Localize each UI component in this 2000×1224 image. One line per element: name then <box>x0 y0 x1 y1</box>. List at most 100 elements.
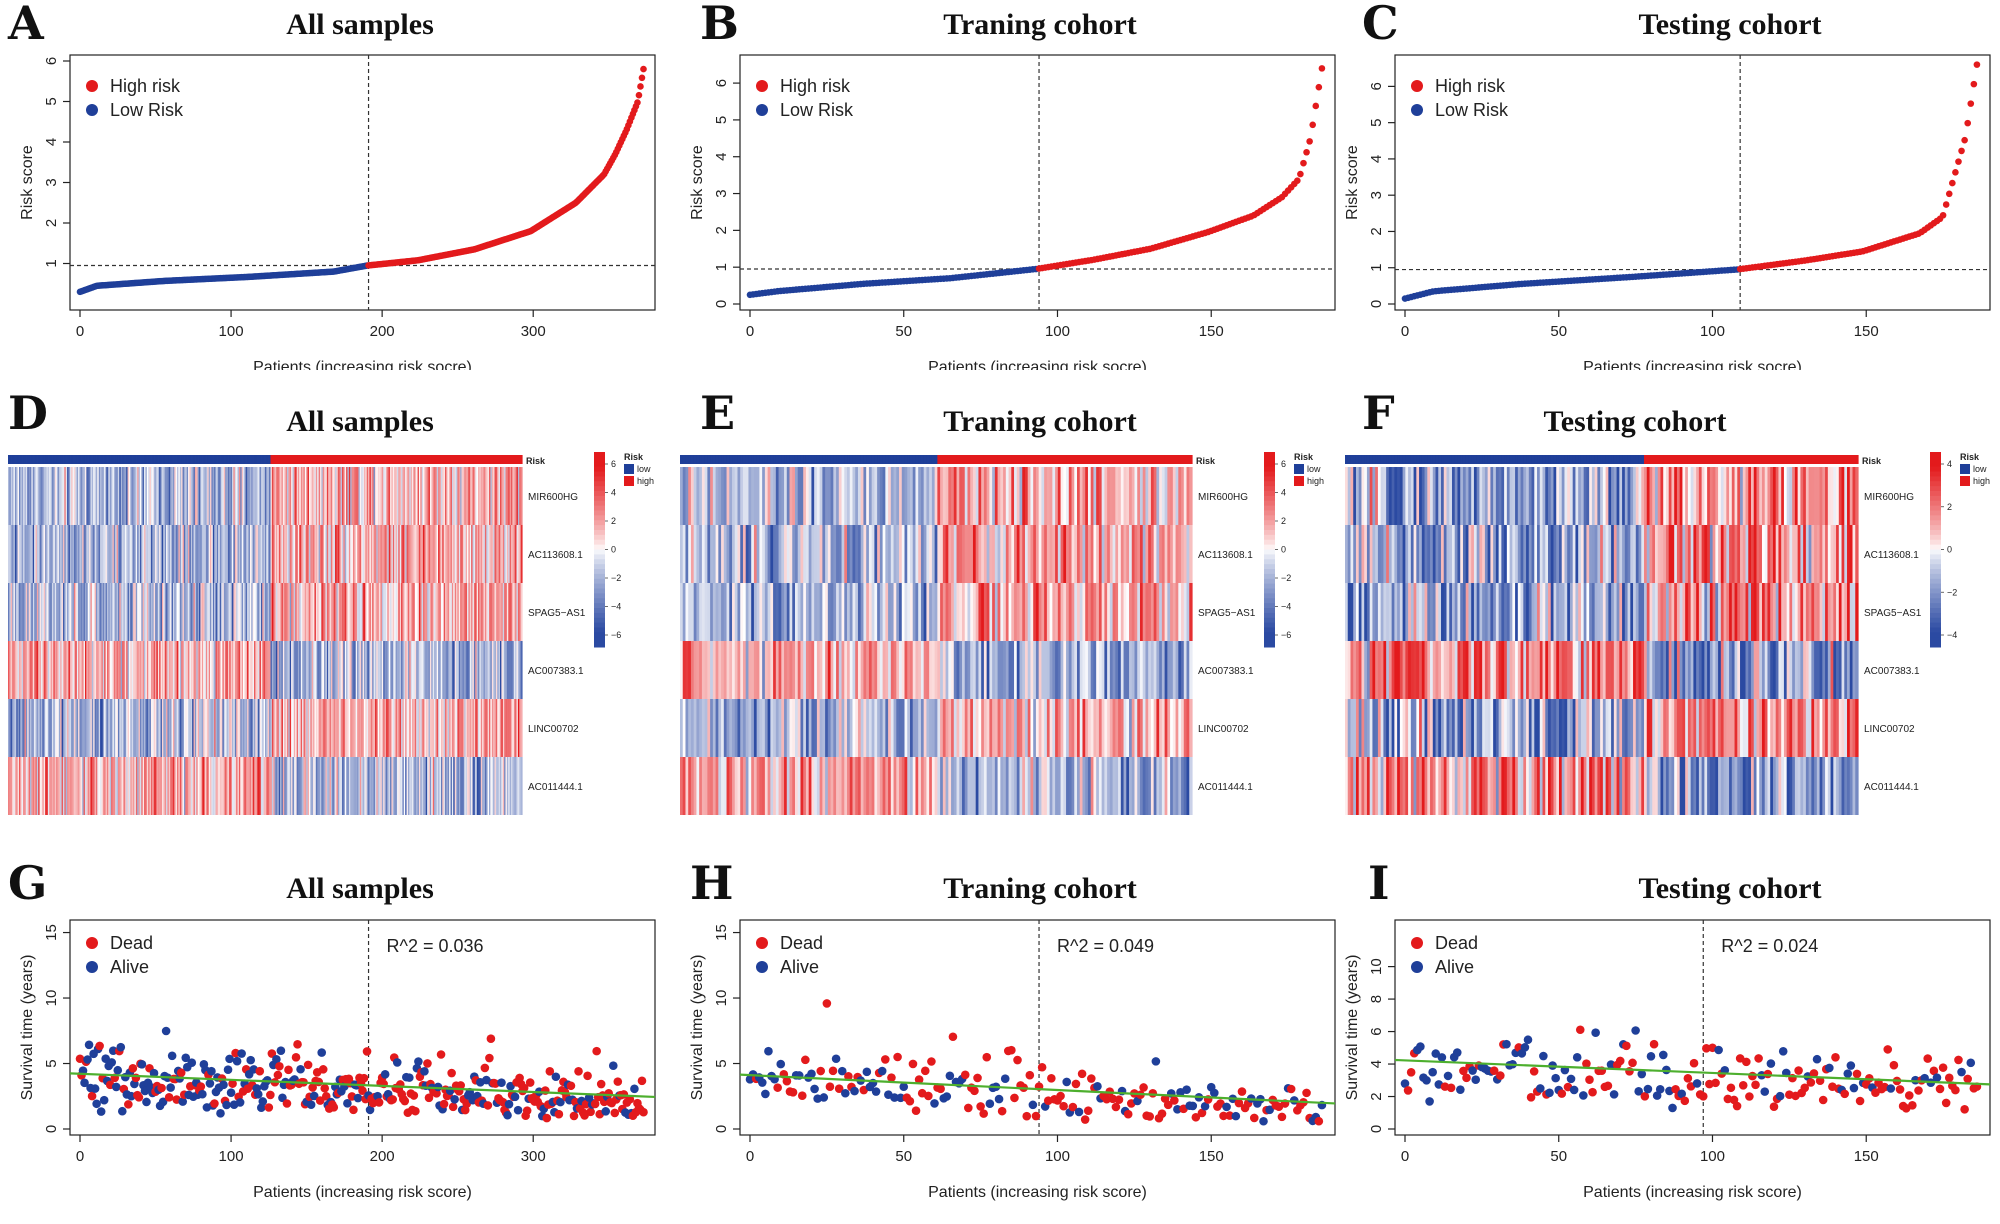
heatmap-cell <box>1104 699 1108 757</box>
heatmap-cell <box>256 757 259 815</box>
heatmap-cell <box>413 699 416 757</box>
heatmap-cell <box>297 525 300 583</box>
risk-annotation-low <box>137 455 140 464</box>
heatmap-cell <box>825 757 829 815</box>
heatmap-cell <box>106 583 109 641</box>
risk-annotation-low <box>199 455 202 464</box>
heatmap-cell <box>330 467 333 525</box>
heatmap-cell <box>1063 467 1067 525</box>
heatmap-cell <box>855 699 859 757</box>
risk-annotation-low <box>84 455 87 464</box>
heatmap-cell <box>137 583 140 641</box>
risk-annotation-low <box>259 455 262 464</box>
heatmap-cell <box>343 757 346 815</box>
heatmap-cell <box>970 525 974 583</box>
heatmap-cell <box>915 525 919 583</box>
risk-annotation-high <box>1024 455 1029 464</box>
heatmap-cell <box>762 525 766 583</box>
risk-annotation-low <box>1410 455 1415 464</box>
heatmap-cell <box>446 525 449 583</box>
heatmap-cell <box>34 641 37 699</box>
risk-annotation-low <box>789 455 793 464</box>
risk-annotation-low <box>710 455 714 464</box>
heatmap-cell <box>745 641 750 699</box>
heatmap-cell <box>333 583 336 641</box>
risk-annotation-high <box>1000 455 1004 464</box>
heatmap-cell <box>451 757 454 815</box>
heatmap-cell <box>87 757 90 815</box>
colorbar-segment <box>1264 476 1275 482</box>
heatmap-cell <box>270 467 273 525</box>
heatmap-cell <box>1022 583 1026 641</box>
heatmap-cell <box>462 467 465 525</box>
heatmap-cell <box>17 641 20 699</box>
heatmap-cell <box>855 757 859 815</box>
heatmap-cell <box>266 583 269 641</box>
heatmap-cell <box>244 583 247 641</box>
heatmap-cell <box>321 699 324 757</box>
heatmap-cell <box>29 757 32 815</box>
heatmap-cell <box>9 467 12 525</box>
heatmap-cell <box>1074 583 1078 641</box>
heatmap-cell <box>473 583 476 641</box>
heatmap-cell <box>157 467 160 525</box>
high-risk-point <box>1306 138 1313 145</box>
heatmap-cell <box>303 757 306 815</box>
risk-annotation-high <box>293 455 296 464</box>
heatmap-cell <box>822 757 826 815</box>
risk-annotation-low <box>23 455 26 464</box>
heatmap-cell <box>1186 467 1190 525</box>
heatmap-cell <box>218 583 221 641</box>
heatmap-cell <box>65 699 68 757</box>
heatmap-cell <box>478 467 480 525</box>
risk-annotation-low <box>233 455 236 464</box>
heatmap-cell <box>354 583 357 641</box>
heatmap-cell <box>263 757 266 815</box>
heatmap-cell <box>307 525 310 583</box>
heatmap-cell <box>102 699 105 757</box>
heatmap-cell <box>247 641 250 699</box>
heatmap-cell <box>100 757 103 815</box>
heatmap-cell <box>193 757 196 815</box>
heatmap-cell <box>762 757 766 815</box>
risk-annotation-low <box>210 455 213 464</box>
risk-annotation-low <box>863 455 867 464</box>
heatmap-cell <box>879 699 884 757</box>
risk-annotation-high <box>365 455 368 464</box>
risk-annotation-low <box>1553 455 1557 464</box>
heatmap-cell <box>450 467 453 525</box>
heatmap-cell <box>493 525 496 583</box>
heatmap-cell <box>940 699 944 757</box>
heatmap-cell <box>469 757 472 815</box>
heatmap-cell <box>297 757 300 815</box>
heatmap-cell <box>852 525 856 583</box>
heatmap-cell <box>945 467 949 525</box>
heatmap-cell <box>365 641 368 699</box>
heatmap-cell <box>111 525 114 583</box>
heatmap-cell <box>805 757 810 815</box>
heatmap-cell <box>907 525 911 583</box>
heatmap-cell <box>1019 583 1023 641</box>
heatmap-cell <box>274 699 277 757</box>
heatmap-cell <box>229 525 232 583</box>
heatmap-cell <box>797 583 802 641</box>
risk-annotation-low <box>197 455 200 464</box>
heatmap-cell <box>937 699 941 757</box>
heatmap-cell <box>453 467 456 525</box>
heatmap-cell <box>511 467 513 525</box>
heatmap-cell <box>295 467 298 525</box>
heatmap-cell <box>487 757 490 815</box>
heatmap-cell <box>715 525 719 583</box>
heatmap-cell <box>42 699 45 757</box>
heatmap-cell <box>281 467 284 525</box>
heatmap-cell <box>484 525 487 583</box>
heatmap-cell <box>704 525 708 583</box>
heatmap-cell <box>23 757 26 815</box>
heatmap-cell <box>395 583 398 641</box>
heatmap-cell <box>803 757 807 815</box>
heatmap-cell <box>693 467 698 525</box>
heatmap-cell <box>726 641 730 699</box>
risk-annotation-low <box>234 455 237 464</box>
risk-annotation-high <box>355 455 358 464</box>
heatmap-cell <box>179 583 182 641</box>
